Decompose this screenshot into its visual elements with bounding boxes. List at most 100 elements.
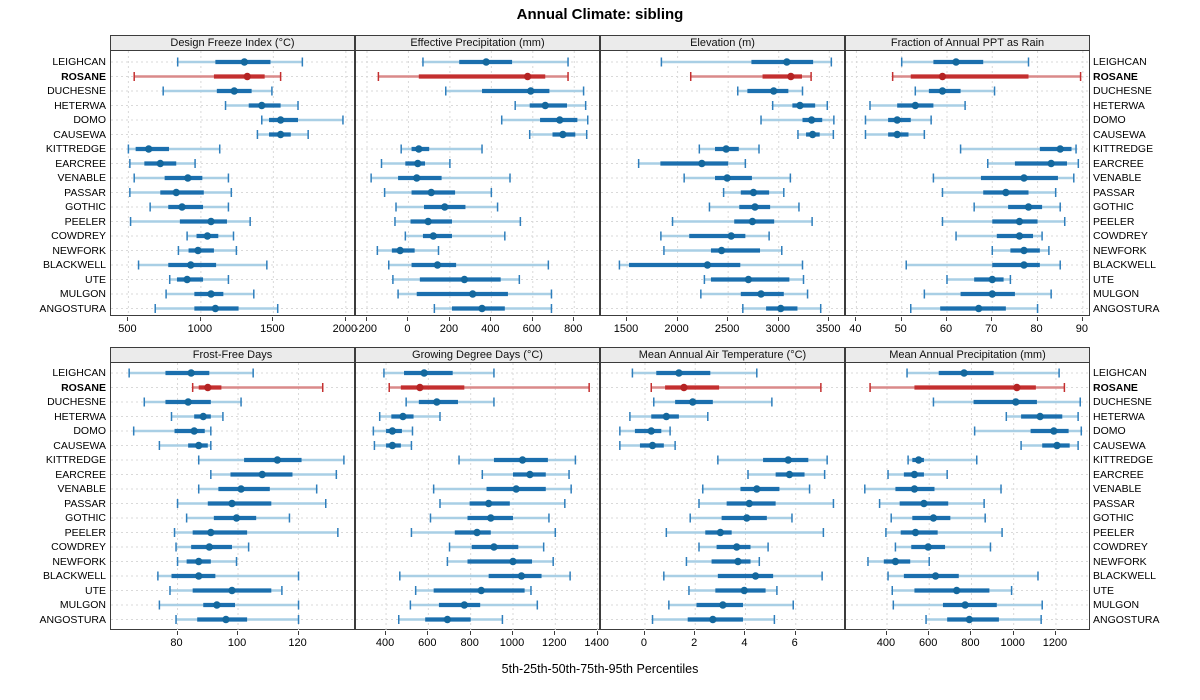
station-label-domo: DOMO (1093, 425, 1126, 437)
median-dot (443, 615, 452, 624)
axis-tick-label: 200 (439, 323, 459, 335)
axis-tick-label: 400 (481, 323, 500, 335)
median-dot (743, 514, 751, 522)
series-causewa-mean-annual-precipitation-mm (1020, 441, 1079, 450)
median-dot (753, 485, 761, 493)
station-label-venable: VENABLE (1093, 483, 1142, 495)
axis-tick-label: 1500 (613, 323, 639, 335)
series-duchesne-effective-precipitation-mm (445, 86, 585, 96)
series-cowdrey-frost-free-days (175, 542, 250, 552)
panel-growing-degree-days-c (355, 363, 601, 630)
series-gothic-mean-annual-air-temperature-c (689, 513, 793, 523)
median-dot (211, 304, 220, 313)
series-angostura-growing-degree-days-c (397, 615, 504, 624)
series-leighcan-frost-free-days (128, 368, 254, 378)
axis-tick (744, 631, 746, 635)
series-cowdrey-growing-degree-days-c (448, 542, 545, 552)
axis-tick-label: 600 (919, 637, 938, 649)
axis-tick-label: 2000 (664, 323, 689, 335)
station-label-blackwell: BLACKWELL (42, 570, 106, 582)
series-duchesne-mean-annual-precipitation-mm (932, 397, 1081, 407)
median-dot (460, 275, 469, 284)
median-dot (751, 203, 759, 211)
median-dot (199, 412, 207, 421)
axis-tick (625, 317, 627, 321)
series-newfork-design-freeze-index-c (177, 246, 238, 255)
series-heterwa-elevation-m (771, 101, 829, 110)
axis-tick (176, 631, 178, 635)
series-duchesne-elevation-m (737, 86, 804, 96)
station-label-blackwell: BLACKWELL (1093, 570, 1157, 582)
station-label-passar: PASSAR (1093, 186, 1135, 199)
station-label-domo: DOMO (73, 425, 106, 437)
station-label-heterwa: HETERWA (54, 99, 106, 112)
panel-strip-mean-annual-precipitation-mm: Mean Annual Precipitation (mm) (845, 347, 1090, 363)
median-dot (213, 601, 221, 609)
series-ute-mean-annual-air-temperature-c (688, 586, 778, 595)
series-kittredge-fraction-of-annual-ppt-as-rain (959, 144, 1077, 154)
axis-tick-label: 40 (849, 323, 862, 335)
series-newfork-mean-annual-air-temperature-c (685, 557, 761, 566)
panel-frost-free-days (110, 363, 356, 630)
median-dot (415, 145, 423, 153)
station-label-causewa: CAUSEWA (53, 439, 106, 452)
series-newfork-effective-precipitation-mm (376, 246, 440, 255)
axis-tick-label: 90 (1075, 323, 1088, 335)
median-dot (952, 586, 961, 595)
median-dot (751, 572, 760, 580)
axis-tick (945, 317, 947, 321)
series-blackwell-frost-free-days (157, 571, 300, 581)
series-newfork-growing-degree-days-c (446, 557, 554, 566)
axis-tick (531, 317, 533, 321)
station-label-domo: DOMO (73, 114, 106, 126)
series-gothic-design-freeze-index-c (149, 202, 230, 212)
median-dot (276, 116, 285, 124)
station-label-leighcan: LEIGHCAN (1093, 367, 1147, 379)
median-dot (938, 72, 947, 81)
series-rosane-fraction-of-annual-ppt-as-rain (891, 72, 1082, 81)
series-venable-elevation-m (683, 173, 792, 183)
panel-strip-fraction-of-annual-ppt-as-rain: Fraction of Annual PPT as Rain (845, 35, 1090, 51)
series-angostura-elevation-m (742, 304, 822, 313)
median-dot (184, 398, 192, 406)
axis-tick (885, 631, 887, 635)
median-dot (974, 304, 983, 313)
station-label-kittredge: KITTREDGE (45, 454, 106, 466)
series-gothic-mean-annual-precipitation-mm (890, 513, 986, 523)
axis-tick-label: 2 (691, 637, 698, 649)
station-label-rosane: ROSANE (1093, 70, 1138, 83)
series-newfork-fraction-of-annual-ppt-as-rain (991, 246, 1050, 255)
series-angostura-design-freeze-index-c (154, 304, 279, 313)
median-dot (709, 615, 717, 624)
panel-canvas-elevation-m (601, 51, 846, 316)
median-dot (689, 398, 697, 406)
series-rosane-effective-precipitation-mm (377, 72, 569, 81)
axis-tick-label: 80 (1030, 323, 1043, 335)
panel-strip-elevation-m: Elevation (m) (600, 35, 845, 51)
series-mulgon-design-freeze-index-c (165, 289, 255, 299)
series-leighcan-effective-precipitation-mm (422, 57, 569, 67)
median-dot (785, 470, 794, 479)
axis-tick-label: 1400 (584, 637, 609, 649)
median-dot (1012, 398, 1020, 406)
series-passar-elevation-m (722, 188, 785, 197)
axis-tick-label: 70 (985, 323, 998, 335)
median-dot (783, 58, 791, 66)
axis-tick-label: 0 (404, 323, 411, 335)
median-dot (156, 159, 164, 168)
series-earcree-fraction-of-annual-ppt-as-rain (986, 159, 1080, 168)
series-blackwell-design-freeze-index-c (137, 260, 268, 270)
station-label-newfork: NEWFORK (1093, 555, 1147, 568)
axis-tick (1054, 631, 1056, 635)
median-dot (722, 145, 730, 153)
station-label-causewa: CAUSEWA (1093, 439, 1146, 452)
series-causewa-fraction-of-annual-ppt-as-rain (864, 130, 926, 139)
series-kittredge-mean-annual-air-temperature-c (717, 455, 828, 465)
median-dot (647, 427, 655, 435)
series-kittredge-mean-annual-precipitation-mm (907, 455, 978, 465)
panel-effective-precipitation-mm (355, 51, 601, 316)
station-label-cowdrey: COWDREY (51, 230, 106, 242)
series-cowdrey-elevation-m (660, 231, 770, 241)
axis-tick-label: 100 (227, 637, 247, 649)
axis-tick (469, 631, 471, 635)
